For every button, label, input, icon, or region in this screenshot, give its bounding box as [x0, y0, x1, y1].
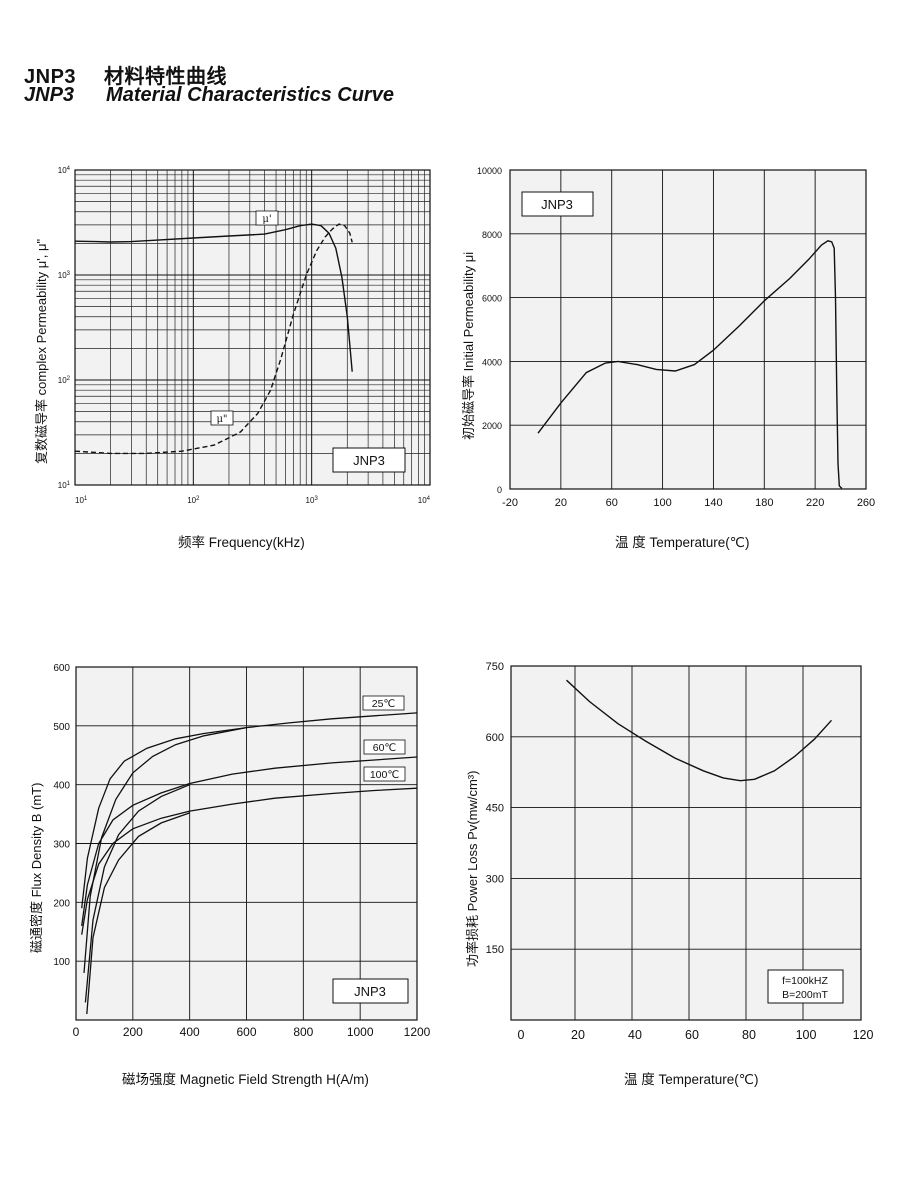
chart2-x-label: 温 度 Temperature(℃) [615, 535, 750, 550]
chart1-series-mu-real [74, 223, 353, 372]
chart1-x-tick-label: 103 [306, 496, 319, 505]
chart3-y-tick-label: 500 [53, 722, 70, 733]
chart2-x-tick-label: 100 [653, 497, 671, 509]
chart4-y-tick-label: 600 [486, 732, 504, 744]
chart3-x-label: 磁场强度 Magnetic Field Strength H(A/m) [122, 1072, 369, 1087]
chart3-series-label-box [362, 695, 405, 711]
chart3-series-line [84, 784, 190, 1003]
chart1-frame [74, 169, 431, 486]
chart1-y-tick-label: 103 [58, 271, 71, 280]
chart4-y-tick-label: 450 [486, 803, 504, 815]
chart1-plot-area [75, 170, 430, 485]
chart4-x-tick-label: 20 [571, 1028, 585, 1042]
chart1-y-label: 复数磁导率 complex Permeability μ', μ" [34, 238, 49, 464]
chart4-x-tick-label: 40 [628, 1028, 642, 1042]
chart1-y-tick-label: 101 [58, 481, 71, 490]
chart2-series-line [537, 240, 843, 489]
chart4-x-label: 温 度 Temperature(℃) [624, 1072, 759, 1087]
chart4-y-tick-label: 300 [486, 873, 504, 885]
chart4-y-tick-label: 750 [486, 661, 504, 673]
chart3-x-tick-label: 800 [293, 1025, 313, 1039]
chart3-y-tick-label: 600 [53, 663, 70, 674]
chart3-series-label: 60℃ [373, 742, 396, 754]
chart2-x-tick-label: 180 [755, 497, 773, 509]
chart4-x-tick-label: 120 [853, 1028, 874, 1042]
chart3-legend-box [332, 978, 409, 1004]
chart2-x-tick-label: 260 [857, 497, 875, 509]
chart3-series-label: 25℃ [372, 698, 395, 710]
chart3-series-label: 100℃ [370, 769, 399, 781]
chart3-x-tick-label: 1200 [404, 1025, 431, 1039]
chart3-series-label-box [363, 766, 406, 782]
chart4-x-tick-label: 100 [796, 1028, 817, 1042]
chart3-x-tick-label: 0 [73, 1025, 80, 1039]
chart2-x-tick-label: 140 [704, 497, 722, 509]
chart3-series-line [81, 756, 418, 926]
chart2-y-tick-label: 0 [497, 485, 502, 495]
chart3-frame [75, 666, 418, 1021]
chart2-x-tick-label: -20 [502, 497, 518, 509]
chart1-x-tick-label: 101 [75, 496, 88, 505]
chart3-y-tick-label: 400 [53, 781, 70, 792]
chart4-x-tick-label: 80 [742, 1028, 756, 1042]
chart1-x-tick-label: 104 [418, 496, 431, 505]
chart4-frame [510, 665, 862, 1021]
title-text-en: Material Characteristics Curve [106, 84, 394, 106]
chart2-x-tick-label: 220 [806, 497, 824, 509]
chart3-series-line [81, 787, 418, 935]
chart1-y-tick-label: 104 [58, 166, 71, 175]
chart4-x-tick-label: 60 [685, 1028, 699, 1042]
chart2-x-tick-label: 20 [555, 497, 567, 509]
page-title-chinese: JNP3 材料特性曲线 [24, 60, 227, 89]
chart2-x-tick-label: 60 [606, 497, 618, 509]
chart1-series-mu-imag [74, 223, 353, 455]
chart1-legend-box [332, 447, 406, 473]
chart2-y-tick-label: 4000 [482, 357, 502, 367]
title-text-cn: 材料特性曲线 [104, 66, 228, 88]
chart4-legend-flux: B=200mT [782, 989, 828, 1001]
chart3-series-line [81, 712, 418, 909]
chart2-frame [509, 169, 867, 490]
chart3-y-label: 磁通密度 Flux Density B (mT) [29, 782, 44, 953]
chart3-y-tick-label: 300 [53, 840, 70, 851]
chart4-series-line [566, 679, 833, 782]
chart3-x-tick-label: 400 [180, 1025, 200, 1039]
chart1-x-label: 频率 Frequency(kHz) [178, 535, 305, 550]
title-code-cn: JNP3 [24, 66, 77, 88]
chart2-y-tick-label: 10000 [477, 166, 502, 176]
chart3-y-tick-label: 100 [53, 957, 70, 968]
chart3-y-tick-label: 200 [53, 898, 70, 909]
chart1-series-label-mu-real: μ' [262, 214, 271, 225]
chart4-legend-box [767, 969, 844, 1004]
chart2-y-label: 初始磁导率 Initial Permeability μi [461, 251, 476, 440]
chart2-y-tick-label: 8000 [482, 230, 502, 240]
chart2-legend-box [521, 191, 594, 217]
chart3-series-label-box [363, 739, 406, 755]
chart2-y-tick-label: 6000 [482, 294, 502, 304]
chart4-x-tick-label: 0 [518, 1028, 525, 1042]
chart4-y-label: 功率损耗 Power Loss Pv(mw/cm³) [465, 770, 480, 967]
chart3-x-tick-label: 600 [236, 1025, 256, 1039]
chart3-x-tick-label: 1000 [347, 1025, 374, 1039]
chart4-y-tick-label: 150 [486, 944, 504, 956]
chart1-series-label-box [210, 410, 234, 426]
page-title-english: JNP3 Material Characteristics Curve [24, 84, 394, 107]
title-code-en: JNP3 [24, 84, 75, 106]
chart3-x-tick-label: 200 [123, 1025, 143, 1039]
chart3-legend-label: JNP3 [354, 984, 386, 999]
chart1-series-label-box [255, 210, 279, 226]
chart1-x-tick-label: 102 [187, 496, 200, 505]
chart1-series-label-mu-imag: μ" [216, 414, 227, 425]
chart1-legend-label: JNP3 [353, 453, 385, 468]
chart4-plot-area [511, 666, 861, 1020]
chart2-plot-area [510, 170, 866, 489]
chart3-series-line [86, 812, 190, 1015]
chart1-y-tick-label: 102 [58, 376, 71, 385]
chart4-legend-frequency: f=100kHZ [782, 975, 828, 987]
chart2-y-tick-label: 2000 [482, 421, 502, 431]
chart2-legend-label: JNP3 [541, 197, 573, 212]
